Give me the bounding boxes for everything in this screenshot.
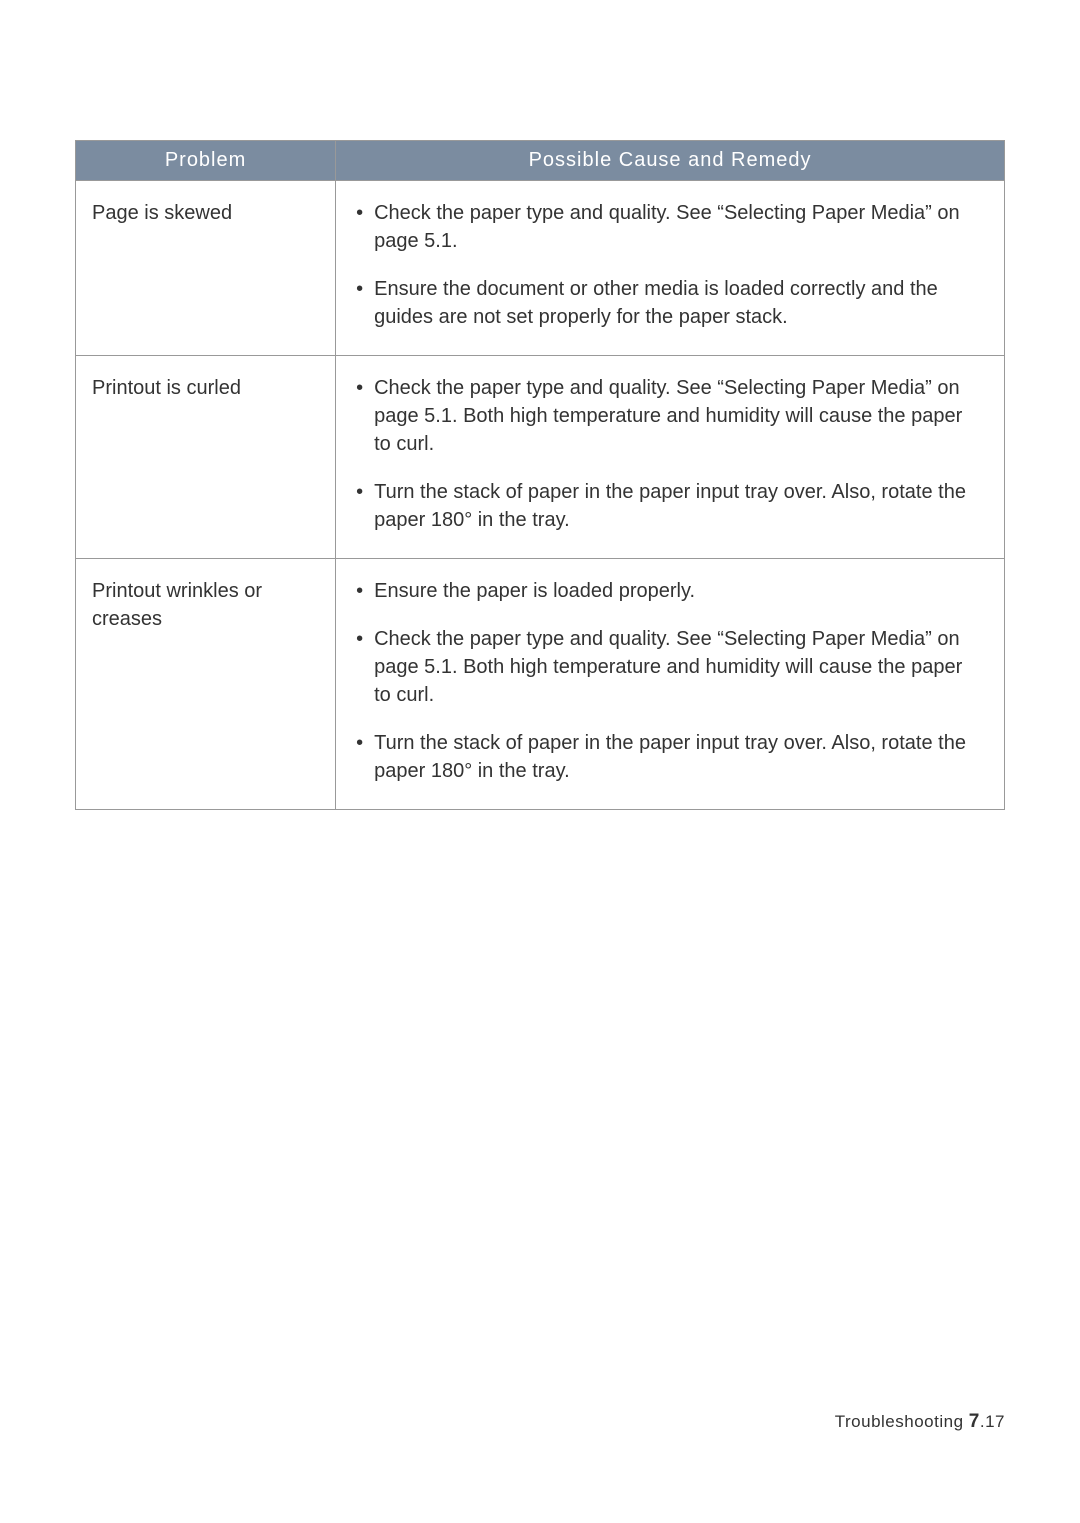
remedy-item: Turn the stack of paper in the paper inp… bbox=[356, 729, 984, 785]
footer-chapter: 7 bbox=[969, 1411, 980, 1432]
table-row: Printout is curledCheck the paper type a… bbox=[76, 356, 1005, 559]
footer-section: Troubleshooting bbox=[835, 1412, 964, 1431]
page-container: Problem Possible Cause and Remedy Page i… bbox=[0, 0, 1080, 1523]
remedy-list: Check the paper type and quality. See “S… bbox=[356, 199, 984, 331]
remedy-item: Ensure the document or other media is lo… bbox=[356, 275, 984, 331]
remedy-cell: Check the paper type and quality. See “S… bbox=[336, 181, 1005, 356]
remedy-list: Ensure the paper is loaded properly. Chec… bbox=[356, 577, 984, 785]
remedy-item: Check the paper type and quality. See “S… bbox=[356, 374, 984, 458]
problem-cell: Printout wrinkles or creases bbox=[76, 559, 336, 810]
table-header-row: Problem Possible Cause and Remedy bbox=[76, 141, 1005, 181]
remedy-cell: Ensure the paper is loaded properly. Chec… bbox=[336, 559, 1005, 810]
header-remedy: Possible Cause and Remedy bbox=[336, 141, 1005, 181]
problem-cell: Printout is curled bbox=[76, 356, 336, 559]
remedy-item: Turn the stack of paper in the paper inp… bbox=[356, 478, 984, 534]
remedy-list: Check the paper type and quality. See “S… bbox=[356, 374, 984, 534]
remedy-item: Ensure the paper is loaded properly. bbox=[356, 577, 984, 605]
troubleshoot-table: Problem Possible Cause and Remedy Page i… bbox=[75, 140, 1005, 810]
table-row: Page is skewed Check the paper type and q… bbox=[76, 181, 1005, 356]
remedy-cell: Check the paper type and quality. See “S… bbox=[336, 356, 1005, 559]
table-row: Printout wrinkles or creasesEnsure the p… bbox=[76, 559, 1005, 810]
problem-cell: Page is skewed bbox=[76, 181, 336, 356]
page-footer: Troubleshooting 7.17 bbox=[835, 1411, 1005, 1433]
footer-page: .17 bbox=[980, 1412, 1005, 1431]
remedy-item: Check the paper type and quality. See “S… bbox=[356, 625, 984, 709]
remedy-item: Check the paper type and quality. See “S… bbox=[356, 199, 984, 255]
table-body: Page is skewedCheck the paper type and q… bbox=[76, 181, 1005, 810]
header-problem: Problem bbox=[76, 141, 336, 181]
